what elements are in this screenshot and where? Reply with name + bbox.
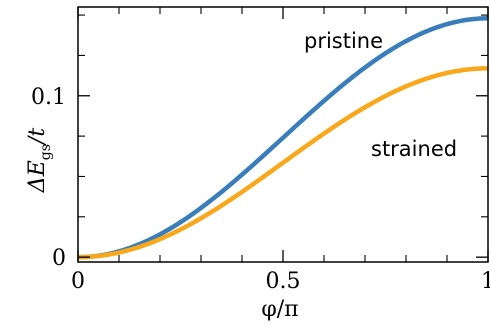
x-tick-label: 1 [481,269,490,294]
plot-frame [77,6,489,263]
tick-labels: 0 0.1 0 0.5 1 [31,85,490,294]
series-lines [77,16,489,260]
series-line-pristine [77,16,489,260]
x-axis-label: φ/π [261,297,298,322]
series-line-strained [77,66,489,260]
y-tick-label: 0 [52,246,66,271]
major-ticks [77,7,489,262]
y-axis-label-tail: /t [25,128,50,146]
y-tick-label: 0.1 [31,85,66,110]
y-axis-label-base: ΔE [25,160,50,193]
minor-ticks [78,7,488,262]
y-axis-label: ΔEgs/t [25,128,54,194]
series-label-pristine: pristine [304,29,383,53]
x-tick-label: 0 [71,269,85,294]
x-tick-label: 0.5 [266,269,301,294]
series-label-strained: strained [371,137,457,161]
y-axis-label-sub: gs [38,144,54,160]
